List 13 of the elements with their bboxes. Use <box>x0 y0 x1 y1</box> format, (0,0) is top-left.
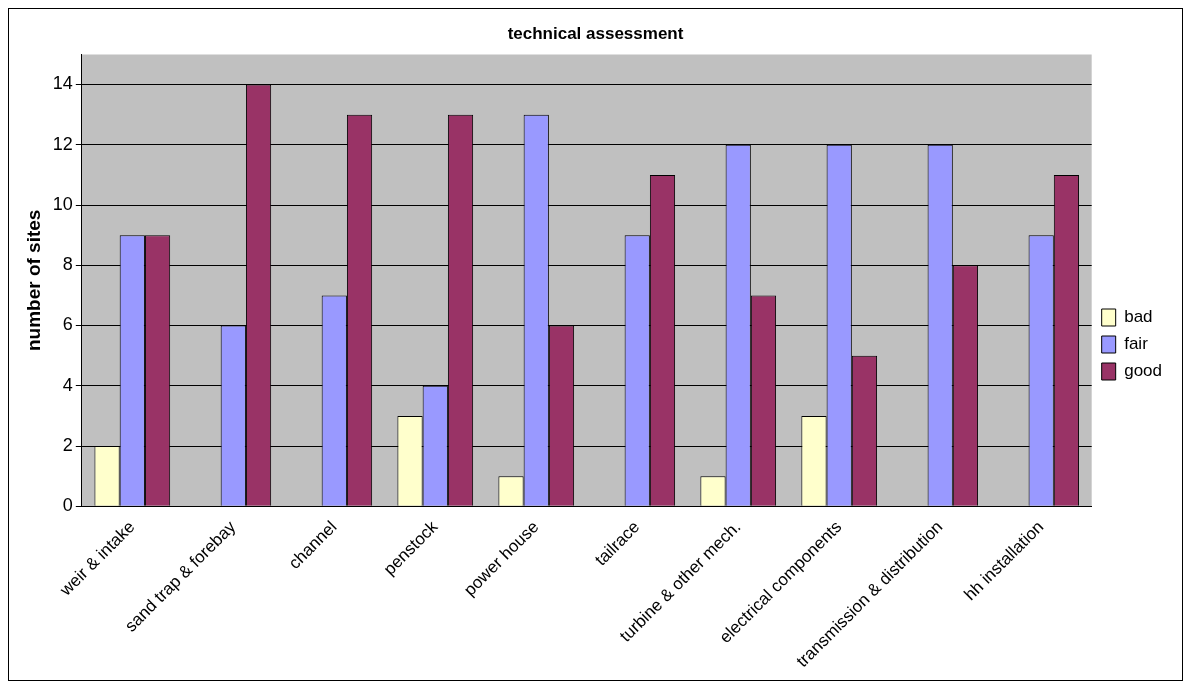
y-tick-label: 6 <box>62 314 73 335</box>
chart-title: technical assessment <box>507 23 684 43</box>
y-tick-label: 2 <box>62 434 73 455</box>
y-tick-label: 14 <box>52 73 73 94</box>
y-tick-label: 4 <box>62 374 73 395</box>
y-axis-title: number of sites <box>22 209 44 352</box>
legend-label: bad <box>1124 307 1153 327</box>
legend-label: good <box>1124 361 1163 381</box>
y-tick-label: 12 <box>52 133 73 154</box>
y-tick-label: 0 <box>62 495 73 516</box>
legend-label: fair <box>1124 334 1149 354</box>
y-tick-label: 10 <box>52 193 73 214</box>
y-tick-label: 8 <box>62 254 73 275</box>
